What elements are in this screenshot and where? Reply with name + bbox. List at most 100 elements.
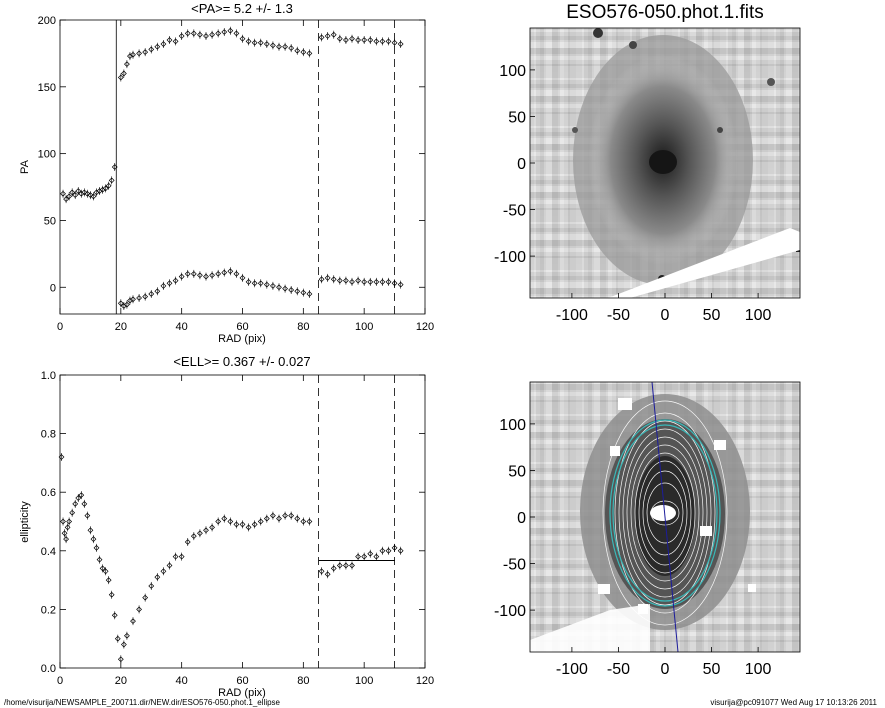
pa-data-point <box>263 41 270 47</box>
pa-data-point <box>197 31 203 38</box>
image-bottom-xtick-label: 100 <box>745 661 772 678</box>
pa-data-point <box>124 301 130 308</box>
pa-xtick-label: 40 <box>176 321 188 333</box>
pa-data-point <box>282 43 288 50</box>
ell-data-point <box>263 515 270 522</box>
ell-xtick-label: 40 <box>176 675 188 687</box>
pa-data-point <box>233 30 240 37</box>
ell-xlabel: RAD (pix) <box>218 687 266 699</box>
pa-ylabel: PA <box>19 159 31 174</box>
ell-ticks: 0 20 40 60 80 100 120 0.0 0.2 0.4 0.6 0.8 1.0 <box>41 370 434 687</box>
pa-data-point <box>60 190 66 197</box>
image-top-xtick-label: 100 <box>745 307 772 324</box>
pa-data-point <box>385 38 392 45</box>
pa-data-point <box>294 288 301 295</box>
pa-data-point <box>178 273 185 280</box>
ell-data-point <box>75 495 82 501</box>
pa-data-point <box>355 37 361 43</box>
pa-data-point <box>75 188 82 194</box>
pa-xtick-label: 100 <box>355 321 373 333</box>
pa-data-point <box>72 192 79 198</box>
ell-data-point <box>72 501 79 507</box>
ell-data-point <box>276 515 282 522</box>
ell-data-point <box>63 536 69 542</box>
pa-ytick-label: 50 <box>44 215 56 227</box>
pa-data-point <box>172 277 179 284</box>
ell-data-point <box>114 635 121 642</box>
ell-xtick-label: 60 <box>236 675 248 687</box>
pa-data-point <box>257 39 264 46</box>
image-bottom-ytick-label: 0 <box>517 510 526 527</box>
pa-data-point <box>124 61 130 67</box>
pa-data-point <box>142 293 149 300</box>
ell-data-point <box>349 562 355 569</box>
pa-ytick-label: 150 <box>38 82 56 94</box>
pa-lines <box>115 20 395 314</box>
pa-data-point <box>233 271 240 277</box>
ell-data-point <box>300 518 307 525</box>
pa-data-point <box>184 271 191 277</box>
ell-data-point <box>203 527 209 534</box>
ell-data-point <box>190 533 197 540</box>
footer-path: /home/visurija/NEWSAMPLE_200711.dir/NEW.… <box>4 698 281 707</box>
ell-data-point <box>64 524 71 531</box>
pa-data-point <box>108 177 115 184</box>
ell-xtick-label: 0 <box>57 675 63 687</box>
pa-data-point <box>324 33 331 39</box>
pa-data-point <box>209 31 215 38</box>
footer-user-stamp: visurija@pc091077 Wed Aug 17 10:13:26 20… <box>710 698 877 707</box>
pa-data-point <box>105 182 112 189</box>
pa-data-point <box>111 164 118 170</box>
pa-data-point <box>160 41 167 47</box>
pa-data-point <box>336 35 343 42</box>
pa-data-point <box>251 280 258 287</box>
pa-xtick-label: 80 <box>297 321 309 333</box>
pa-data-point <box>63 196 69 202</box>
image-top-xtick-label: -100 <box>556 307 588 324</box>
pa-data-point <box>69 189 76 196</box>
ell-ytick-label: 0.0 <box>41 663 56 675</box>
image-top-ytick-label: 100 <box>499 63 526 80</box>
image-bottom-xtick-label: -50 <box>607 661 630 678</box>
ell-panel: <ELL>= 0.367 +/- 0.027 RAD (pix) ellipti… <box>19 354 434 699</box>
ell-title: <ELL>= 0.367 +/- 0.027 <box>173 354 310 369</box>
pa-data-point <box>330 31 337 38</box>
pa-data-point <box>239 275 246 281</box>
pa-data-point <box>318 34 325 41</box>
pa-data-point <box>367 279 374 285</box>
pa-data-point <box>373 279 380 285</box>
pa-data-point <box>66 193 73 200</box>
image-bottom-ytick-label: -100 <box>494 603 526 620</box>
pa-data-point <box>391 39 398 46</box>
ell-data-point <box>69 509 76 516</box>
ellipse-fit-panel: -100 -50 0 50 100 100 50 0 -50 -100 <box>494 381 801 678</box>
ell-data-point <box>111 612 118 619</box>
ell-data-point <box>288 512 295 519</box>
pa-data-point <box>166 280 173 287</box>
ell-data-point <box>105 577 112 583</box>
pa-ytick-label: 200 <box>38 15 56 27</box>
ell-data-point <box>379 547 386 554</box>
pa-data-point <box>227 268 234 275</box>
ell-data-point <box>270 512 276 519</box>
ell-data-point <box>142 594 149 601</box>
ell-ytick-label: 0.8 <box>41 429 56 441</box>
ell-data-point <box>120 641 127 648</box>
pa-data-point <box>288 45 295 51</box>
ell-data-point <box>355 553 361 560</box>
image-top-ytick-label: 0 <box>517 156 526 173</box>
pa-data-point <box>270 42 276 49</box>
ell-data-point <box>227 518 234 525</box>
ell-data-point <box>367 550 374 557</box>
pa-xtick-label: 20 <box>115 321 127 333</box>
ell-data-point <box>385 547 392 554</box>
ell-points <box>58 453 404 664</box>
ell-data-point <box>117 656 124 663</box>
ell-data-point <box>58 454 65 460</box>
ell-data-point <box>66 518 73 525</box>
ell-data-point <box>294 515 301 522</box>
ell-data-point <box>87 527 94 534</box>
pa-data-point <box>203 273 209 280</box>
pa-data-point <box>343 37 349 43</box>
ell-data-point <box>102 568 109 575</box>
